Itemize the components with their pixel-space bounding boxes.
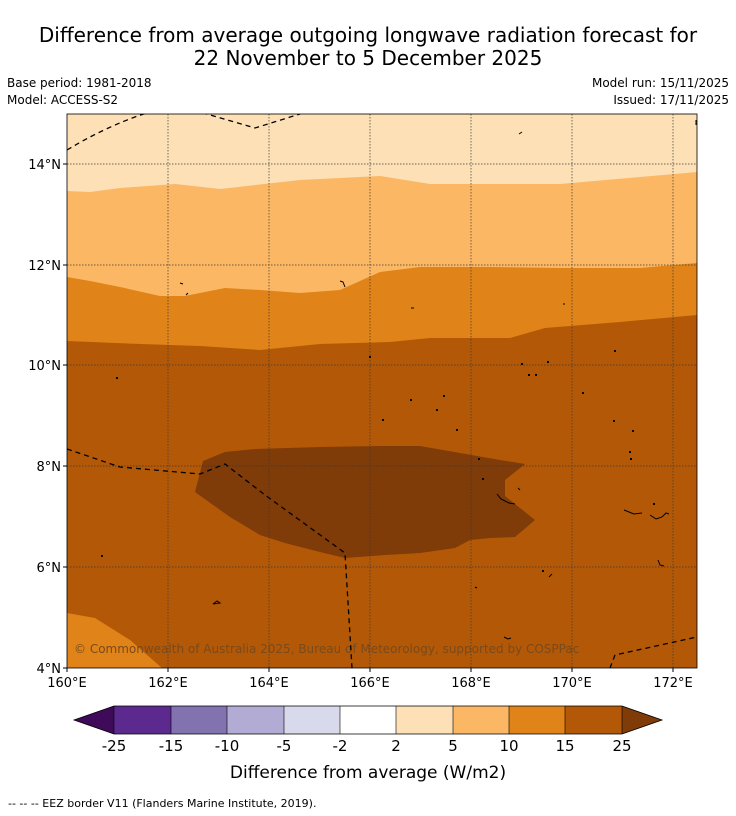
island — [496, 493, 516, 505]
colorbar-tick: 2 — [391, 737, 401, 755]
colorbar-tick: 15 — [555, 737, 574, 755]
colorbar-tick: 25 — [612, 737, 631, 755]
lon-label: 172°E — [653, 676, 693, 691]
lat-label: 8°N — [37, 460, 62, 475]
latitude-labels: 14°N 12°N 10°N 8°N 6°N 4°N — [28, 158, 61, 677]
map-frame — [66, 113, 698, 669]
colorbar-segment — [453, 706, 509, 734]
band-5-to-10-south — [67, 613, 162, 668]
island — [518, 131, 523, 135]
island — [623, 509, 643, 515]
lon-label: 170°E — [552, 676, 592, 691]
lon-label: 164°E — [249, 676, 289, 691]
island — [517, 487, 521, 491]
lat-label: 10°N — [28, 359, 61, 374]
lat-label: 4°N — [37, 662, 62, 677]
lon-label: 168°E — [451, 676, 491, 691]
anomaly-map: © Commonwealth of Australia 2025, Bureau… — [28, 113, 698, 783]
lat-label: 14°N — [28, 158, 61, 173]
colorbar-dividers — [113, 706, 623, 734]
island-dots — [101, 350, 655, 572]
contour-fills: © Commonwealth of Australia 2025, Bureau… — [67, 114, 697, 668]
colorbar-label: Difference from average (W/m2) — [230, 763, 506, 783]
colorbar: -25 -15 -10 -5 -2 2 5 10 15 25 Differenc… — [72, 705, 664, 783]
colorbar-segment — [509, 706, 565, 734]
eez-legend-note: -- -- -- EEZ border V11 (Flanders Marine… — [8, 797, 317, 810]
lon-label: 166°E — [350, 676, 390, 691]
issued-date: Issued: 17/11/2025 — [613, 93, 729, 107]
colorbar-segment — [284, 706, 340, 734]
island — [212, 600, 222, 605]
island — [657, 559, 665, 567]
colorbar-tick: -2 — [333, 737, 348, 755]
colorbar-tick-labels: -25 -15 -10 -5 -2 2 5 10 15 25 — [102, 737, 632, 755]
colorbar-tick: -25 — [102, 737, 127, 755]
band-15-to-25 — [195, 446, 535, 558]
colorbar-segment — [340, 706, 396, 734]
colorbar-tick: -5 — [277, 737, 292, 755]
island — [649, 512, 670, 520]
colorbar-segment — [171, 706, 227, 734]
base-period: Base period: 1981-2018 — [7, 76, 152, 90]
colorbar-segment — [114, 706, 171, 734]
island — [179, 282, 189, 296]
colorbar-segment — [227, 706, 284, 734]
band-neutral — [67, 114, 697, 192]
islands — [179, 120, 697, 640]
copyright-notice: © Commonwealth of Australia 2025, Bureau… — [74, 642, 579, 656]
model-name: Model: ACCESS-S2 — [7, 93, 119, 107]
longitude-labels: 160°E 162°E 164°E 166°E 168°E 170°E 172°… — [47, 676, 693, 691]
colorbar-segment — [396, 706, 453, 734]
colorbar-extend-low — [74, 706, 114, 734]
island — [548, 573, 553, 578]
colorbar-segment — [565, 706, 622, 734]
eez-border-north — [67, 114, 301, 151]
island — [503, 636, 512, 640]
eez-border-west — [67, 448, 353, 668]
colorbar-tick: 5 — [448, 737, 458, 755]
title-line-1: Difference from average outgoing longwav… — [38, 23, 698, 47]
graticule — [67, 114, 697, 668]
colorbar-tick: -15 — [159, 737, 184, 755]
lon-label: 160°E — [47, 676, 87, 691]
colorbar-extend-high — [622, 706, 662, 734]
eez-border-south-east — [609, 636, 697, 668]
model-run: Model run: 15/11/2025 — [591, 76, 729, 90]
lat-label: 6°N — [37, 561, 62, 576]
island — [339, 280, 346, 288]
lat-label: 12°N — [28, 259, 61, 274]
eez-borders — [67, 114, 697, 668]
colorbar-tick: 10 — [499, 737, 518, 755]
axis-ticks — [63, 163, 674, 672]
colorbar-tick: -10 — [215, 737, 240, 755]
island — [474, 586, 478, 589]
title-line-2: 22 November to 5 December 2025 — [193, 46, 543, 70]
lon-label: 162°E — [148, 676, 188, 691]
